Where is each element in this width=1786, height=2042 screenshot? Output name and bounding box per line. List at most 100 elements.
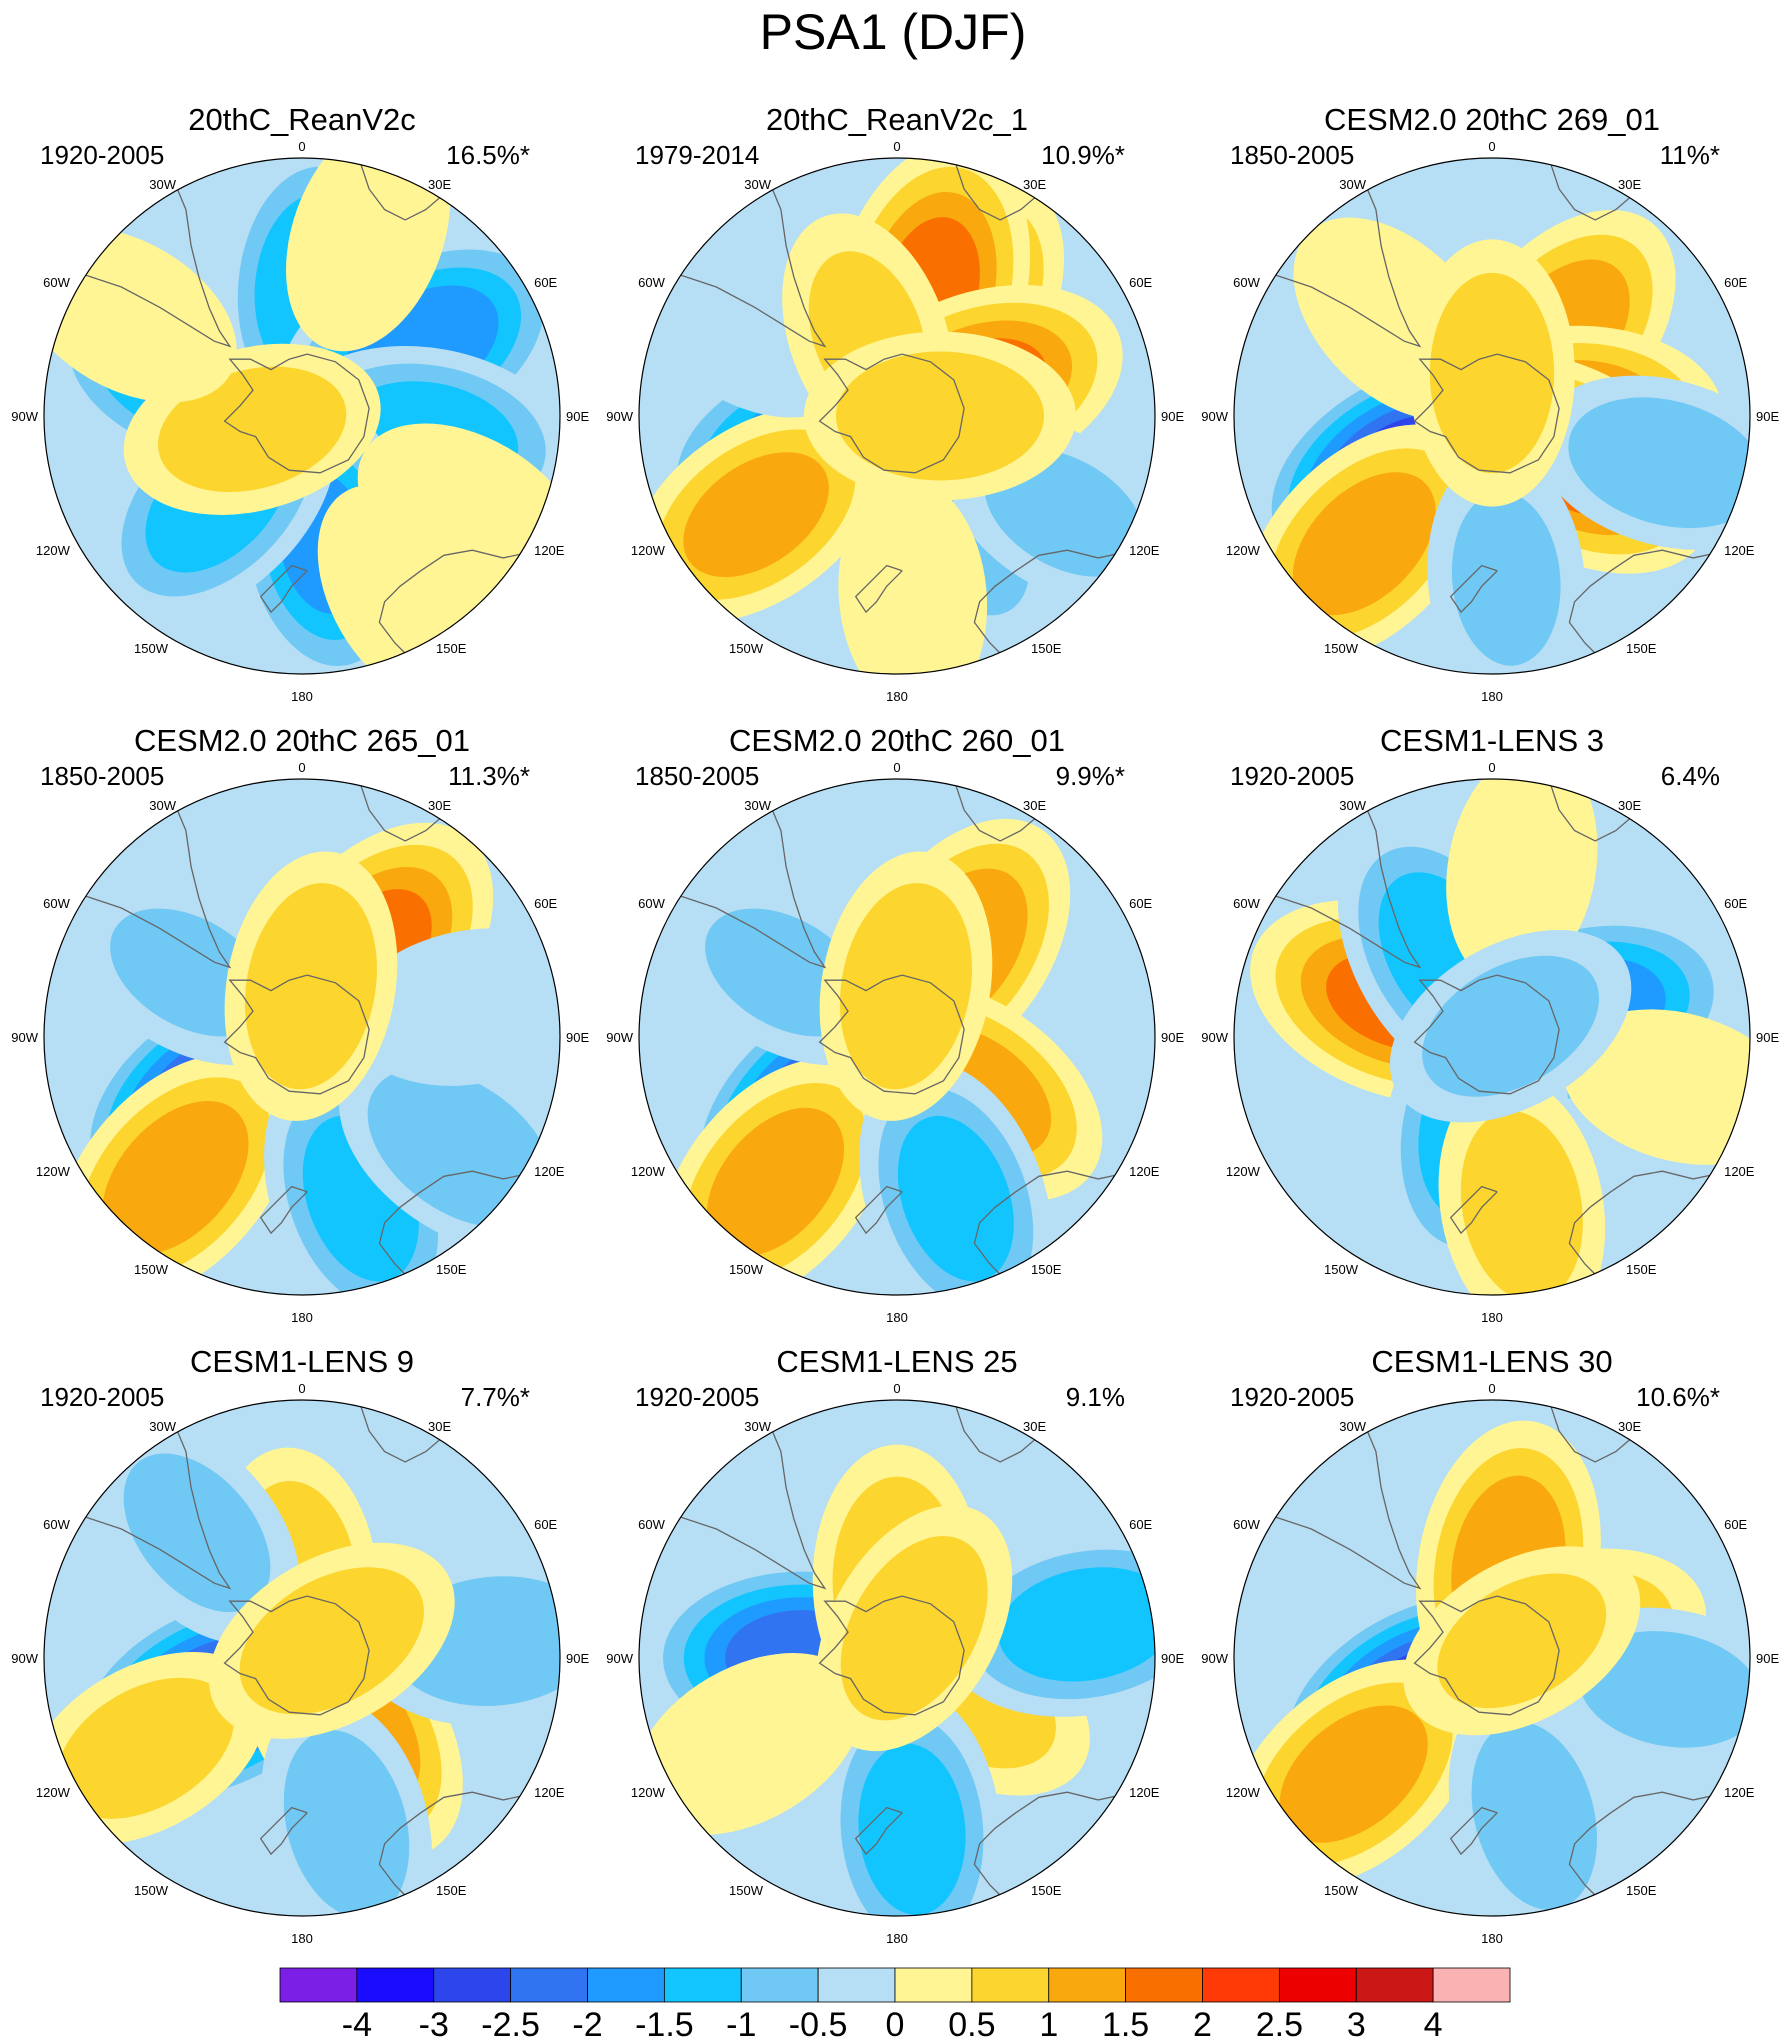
coastline xyxy=(49,1420,232,1590)
longitude-label: 60W xyxy=(1233,1517,1260,1532)
longitude-label: 60W xyxy=(638,1517,665,1532)
contour-level xyxy=(839,883,972,1090)
map-panel-7: 0 30E 60E 90E 120E 150E 180 150W 120W 90W 60W 30W CE… xyxy=(11,1344,589,1946)
anomaly-center xyxy=(859,1060,1053,1295)
longitude-label: 150W xyxy=(1324,1883,1359,1898)
colorbar-bin xyxy=(1202,1967,1280,2003)
period-label: 1920-2005 xyxy=(40,1382,164,1412)
variance-label: 11%* xyxy=(1660,140,1720,170)
longitude-label: 30E xyxy=(428,798,451,813)
contour-level xyxy=(998,1567,1155,1682)
longitude-label: 60E xyxy=(1129,275,1152,290)
longitude-label: 60E xyxy=(534,275,557,290)
anomaly-center xyxy=(838,476,988,674)
coastline xyxy=(854,564,903,614)
period-label: 1850-2005 xyxy=(1230,140,1354,170)
coastline xyxy=(1239,799,1422,969)
longitude-label: 0 xyxy=(298,139,305,154)
longitude-label: 30W xyxy=(1339,1419,1366,1434)
longitude-label: 120E xyxy=(534,1164,565,1179)
contour-level xyxy=(897,1115,1014,1282)
longitude-label: 60E xyxy=(1724,896,1747,911)
contour-level xyxy=(1437,1573,1607,1709)
anomaly-center xyxy=(819,851,993,1121)
map-panel-1: 0 30E 60E 90E 120E 150E 180 150W 120W 90W 60W 30W 20… xyxy=(11,102,589,704)
panel-title: CESM1-LENS 9 xyxy=(190,1344,414,1379)
colorbar-bin xyxy=(356,1967,435,2003)
longitude-label: 90W xyxy=(1201,1651,1228,1666)
map-panel-5: 0 30E 60E 90E 120E 150E 180 150W 120W 90W 60W 30W CE… xyxy=(606,723,1184,1325)
map-panel-9: 0 30E 60E 90E 120E 150E 180 150W 120W 90W 60W 30W CE… xyxy=(1201,1344,1779,1946)
colorbar: -4 -3 -2.5 -2 -1.5 -1 -0.5 0 0.5 1 1.5 2 2.5 3 4 xyxy=(279,1967,1511,2042)
coastline xyxy=(259,1806,308,1856)
longitude-label: 90W xyxy=(606,1651,633,1666)
longitude-label: 60W xyxy=(43,1517,70,1532)
coastline xyxy=(1449,1806,1498,1856)
anomaly-center xyxy=(1446,779,1598,986)
coastline xyxy=(1239,1420,1422,1590)
longitude-label: 90W xyxy=(606,409,633,424)
colorbar-tick-label: -1 xyxy=(726,2006,756,2042)
contour-level xyxy=(239,1567,424,1715)
coastline xyxy=(1568,1791,1730,1901)
longitude-label: 120E xyxy=(1724,543,1755,558)
contour-level xyxy=(1422,955,1600,1097)
colorbar-tick-label: 1.5 xyxy=(1102,2006,1149,2042)
coastline xyxy=(259,1185,308,1235)
longitude-label: 90W xyxy=(1201,1030,1228,1045)
colorbar-bin xyxy=(740,1967,819,2003)
colorbar-tick-label: 0.5 xyxy=(948,2006,995,2042)
panel-title: CESM2.0 20thC 260_01 xyxy=(729,723,1065,758)
colorbar-tick-label: -0.5 xyxy=(789,2006,848,2042)
longitude-label: 30W xyxy=(149,1419,176,1434)
contour-field xyxy=(44,158,560,674)
coastline xyxy=(818,353,965,474)
longitude-label: 0 xyxy=(893,1381,900,1396)
colorbar-tick-label: 2 xyxy=(1193,2006,1212,2042)
contour-level xyxy=(1471,1721,1598,1910)
longitude-label: 120E xyxy=(1129,1785,1160,1800)
longitude-label: 90W xyxy=(11,1030,38,1045)
panel-title: 20thC_ReanV2c xyxy=(188,102,416,137)
variance-label: 16.5%* xyxy=(446,140,530,170)
longitude-label: 30E xyxy=(1618,798,1641,813)
coastline xyxy=(49,178,232,348)
contour-field xyxy=(1250,779,1750,1295)
longitude-label: 150E xyxy=(436,1262,467,1277)
longitude-label: 150W xyxy=(1324,641,1359,656)
anomaly-center xyxy=(348,928,560,1086)
anomaly-center xyxy=(1389,929,1632,1123)
variance-label: 9.1% xyxy=(1066,1382,1125,1412)
longitude-label: 180 xyxy=(291,1931,313,1946)
longitude-label: 150E xyxy=(1626,641,1657,656)
map-panel-4: 0 30E 60E 90E 120E 150E 180 150W 120W 90W 60W 30W CE… xyxy=(11,723,589,1325)
longitude-label: 150W xyxy=(1324,1262,1359,1277)
longitude-label: 120W xyxy=(631,1164,666,1179)
longitude-label: 120E xyxy=(534,543,565,558)
colorbar-tick-label: -2.5 xyxy=(481,2006,540,2042)
coastline xyxy=(973,1170,1135,1280)
longitude-label: 120W xyxy=(1226,1164,1261,1179)
longitude-label: 150W xyxy=(134,1262,169,1277)
longitude-label: 90E xyxy=(566,409,589,424)
panel-title: 20thC_ReanV2c_1 xyxy=(766,102,1028,137)
anomaly-center xyxy=(260,1695,433,1916)
anomaly-center xyxy=(639,406,882,623)
variance-label: 10.6%* xyxy=(1636,1382,1720,1412)
longitude-label: 60E xyxy=(534,896,557,911)
coastlines xyxy=(644,158,1135,659)
colorbar-tick-label: 1 xyxy=(1039,2006,1058,2042)
anomaly-center xyxy=(1403,1546,1641,1736)
map-outline xyxy=(43,1399,561,1917)
map-outline xyxy=(1233,778,1751,1296)
longitude-label: 30W xyxy=(1339,177,1366,192)
contour-field xyxy=(639,158,1155,674)
longitude-label: 150W xyxy=(729,1262,764,1277)
figure-title: PSA1 (DJF) xyxy=(759,4,1027,60)
maps-grid: 0 30E 60E 90E 120E 150E 180 150W 120W 90W 60W 30W 20… xyxy=(11,102,1779,1946)
anomaly-center xyxy=(1409,239,1575,507)
longitude-label: 90E xyxy=(1161,1030,1184,1045)
map-panel-6: 0 30E 60E 90E 120E 150E 180 150W 120W 90W 60W 30W CE… xyxy=(1201,723,1779,1325)
coastline xyxy=(818,974,965,1095)
longitude-label: 180 xyxy=(886,1310,908,1325)
